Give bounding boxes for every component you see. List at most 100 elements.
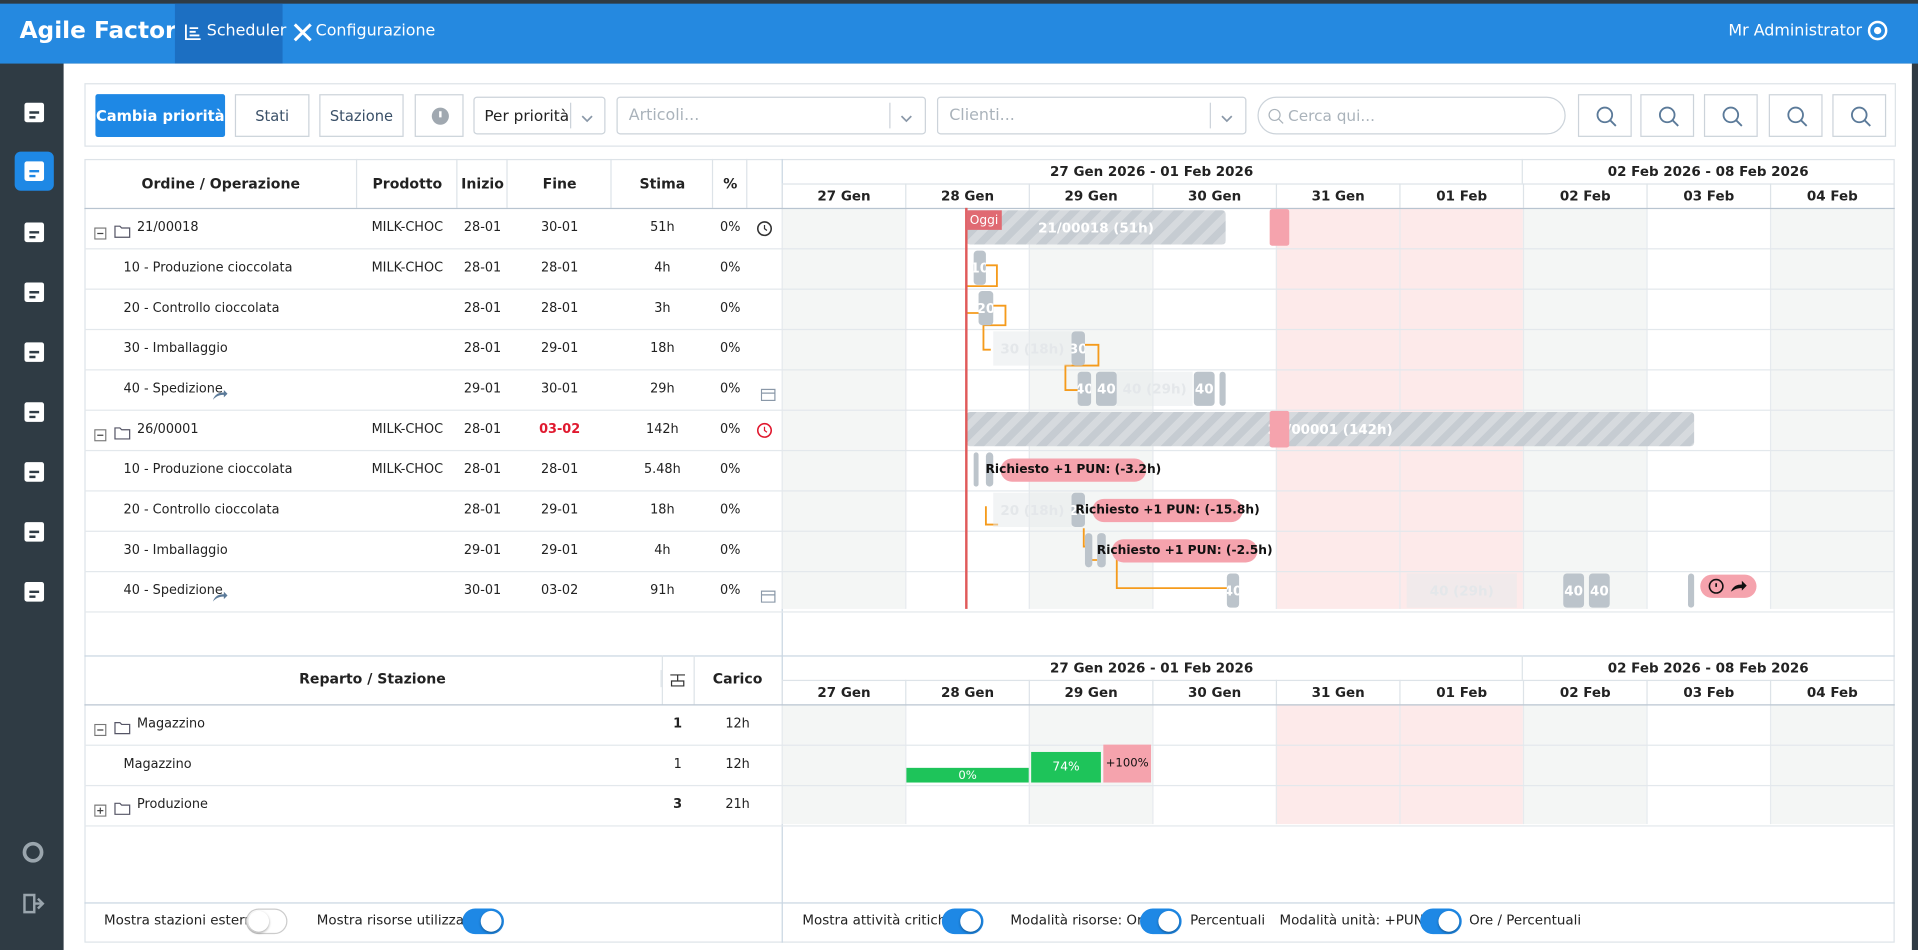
cell-text: 28-01 <box>463 502 502 518</box>
priority-button[interactable]: Cambia priorità <box>95 94 226 137</box>
day-label: 27 Gen <box>781 183 906 208</box>
cell-text: 29-01 <box>463 542 502 558</box>
dropdown-arrow-svg <box>900 115 912 123</box>
top-bar <box>0 0 1918 64</box>
toggle-switch[interactable] <box>1420 908 1462 935</box>
row-line <box>84 611 1895 613</box>
states-button[interactable]: Stati <box>234 94 310 137</box>
nav-tab[interactable]: Scheduler <box>206 22 287 41</box>
cell-text: 28-01 <box>463 462 502 477</box>
sidebar-icon <box>24 402 45 422</box>
day-column <box>1769 704 1894 825</box>
folder-icon-svg <box>114 722 131 735</box>
tool-button[interactable] <box>1640 94 1695 137</box>
load-bar: 74% <box>1031 751 1101 783</box>
sidebar-button[interactable] <box>15 93 54 132</box>
column-header-label: Stima <box>639 174 686 192</box>
day-column <box>1769 207 1894 609</box>
summary-bar: 21/00018 (51h) <box>966 210 1226 245</box>
alert-button[interactable] <box>414 94 464 137</box>
tool-button[interactable] <box>1703 94 1758 137</box>
select-divider <box>570 102 572 129</box>
collapse-toggle[interactable] <box>94 798 107 817</box>
sidebar-button[interactable] <box>15 512 54 551</box>
day-label: 30 Gen <box>1152 183 1276 208</box>
scheduler-icon-svg <box>185 24 201 41</box>
toggle-switch[interactable] <box>245 908 288 935</box>
logout-icon[interactable] <box>1867 20 1889 42</box>
deadline-marker <box>1269 209 1290 246</box>
cell-text: 10 - Produzione cioccolata <box>123 260 293 276</box>
operation-bar <box>973 452 979 487</box>
station-button[interactable]: Stazione <box>319 94 404 137</box>
operation-bar <box>1084 533 1093 568</box>
articles-select[interactable]: Articoli... <box>616 96 926 135</box>
summary-bar: 26/00001 (142h) <box>966 412 1695 447</box>
sidebar-icon <box>24 522 45 542</box>
user-name[interactable]: Mr Administrator <box>1728 22 1863 41</box>
cell-text: MILK-CHOC <box>371 421 444 437</box>
ship-icon <box>212 584 229 602</box>
day-label: 27 Gen <box>781 679 906 705</box>
exit-icon[interactable] <box>21 891 45 915</box>
sidebar-button[interactable] <box>14 151 54 191</box>
exit-icon-svg <box>23 893 45 914</box>
select-divider <box>889 102 891 129</box>
cell-text: 28-01 <box>463 421 502 437</box>
day-column <box>1152 207 1276 609</box>
settings-icon[interactable] <box>21 840 45 864</box>
collapse-toggle[interactable] <box>94 423 107 442</box>
dropdown-arrow-svg <box>1221 115 1233 123</box>
day-column <box>905 207 1029 609</box>
sidebar-icon <box>24 342 45 362</box>
operation-bar <box>985 452 994 487</box>
sort-select[interactable]: Per priorità <box>473 96 606 135</box>
collapse-toggle[interactable] <box>94 718 107 737</box>
tool-button[interactable] <box>1577 94 1632 137</box>
sidebar-button[interactable] <box>15 333 54 372</box>
cell-text: MILK-CHOC <box>371 462 444 477</box>
operation-bar: 30 <box>1071 331 1085 366</box>
search-icon-svg <box>1268 108 1284 124</box>
cell-text: 0% <box>720 462 741 477</box>
tool-button[interactable] <box>1768 94 1823 137</box>
header-line <box>781 183 1894 185</box>
operation-bar: 40 <box>1077 371 1092 406</box>
cell-text: 28-01 <box>463 341 502 356</box>
sidebar-button[interactable] <box>15 392 54 431</box>
cell-text: MILK-CHOC <box>371 260 444 276</box>
column-header-label: Reparto / Stazione <box>84 670 662 688</box>
cell-text: 29-01 <box>540 502 579 518</box>
cell-text: 0% <box>720 220 741 235</box>
day-column <box>1275 704 1400 825</box>
search-input[interactable]: Cerca qui... <box>1257 96 1566 135</box>
cell-text: 0% <box>720 260 741 276</box>
sidebar-button[interactable] <box>15 213 54 252</box>
toggle-switch[interactable] <box>1140 908 1182 935</box>
logout-icon-svg <box>1867 20 1888 41</box>
cell-text: MILK-CHOC <box>371 220 444 235</box>
day-label: 31 Gen <box>1275 679 1400 705</box>
clients-select[interactable]: Clienti... <box>936 96 1247 135</box>
day-label: 29 Gen <box>1028 679 1153 705</box>
collapse-toggle-svg <box>94 429 107 442</box>
sidebar-button[interactable] <box>15 572 54 611</box>
toggle-switch[interactable] <box>941 908 984 935</box>
collapse-toggle[interactable] <box>94 221 107 240</box>
tool-icon <box>1787 106 1808 127</box>
operation-bar: 10 <box>973 250 986 285</box>
sidebar-icon <box>24 462 45 482</box>
nav-tab[interactable]: Configurazione <box>315 22 436 41</box>
tool-button[interactable] <box>1832 94 1887 137</box>
sidebar-button[interactable] <box>15 452 54 491</box>
cell-text: 28-01 <box>463 220 502 235</box>
day-label: 03 Feb <box>1646 183 1770 208</box>
header-line <box>84 704 1895 706</box>
alert-badge: Richiesto +1 PUN: (-3.2h) <box>985 458 1161 482</box>
operation-bar <box>1688 573 1695 608</box>
ghost-bar: 40 (29h) <box>1116 371 1193 406</box>
sidebar-button[interactable] <box>15 273 54 312</box>
sidebar-icon <box>24 222 45 243</box>
toggle-switch[interactable] <box>462 908 504 935</box>
